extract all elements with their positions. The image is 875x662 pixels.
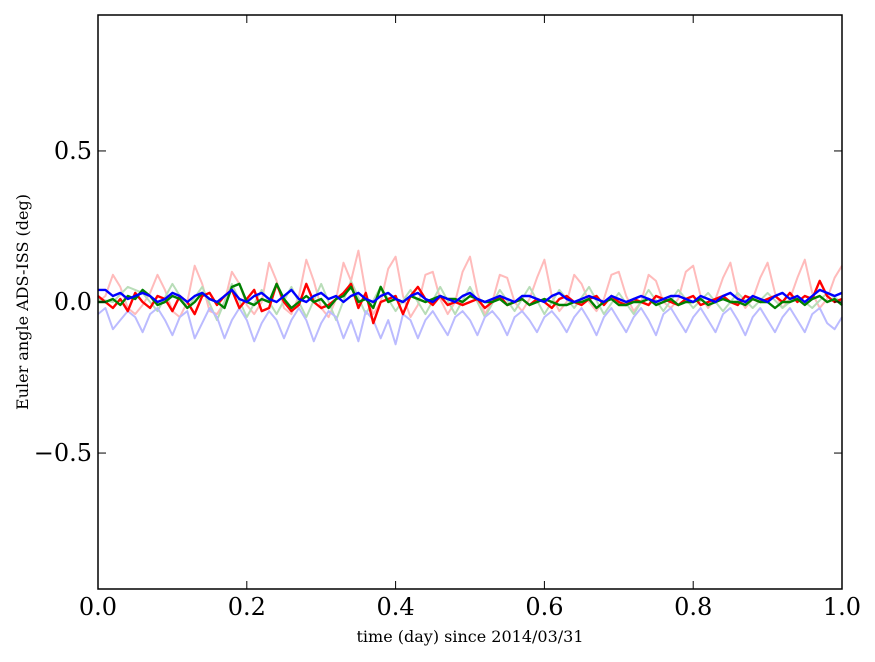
x-tick-label: 0.8: [674, 593, 712, 621]
x-tick-label: 0.0: [79, 593, 117, 621]
y-tick-label: 0.5: [54, 137, 92, 165]
series-line-2: [97, 279, 843, 322]
y-tick-label: −0.5: [34, 439, 92, 467]
y-tick-label: 0.0: [54, 288, 92, 316]
x-axis-label: time (day) since 2014/03/31: [356, 627, 583, 646]
x-tick-label: 1.0: [823, 593, 861, 621]
series-line-3: [97, 307, 843, 346]
series-line-6: [98, 288, 843, 304]
series-layer: [97, 249, 843, 346]
x-tick-label: 0.2: [228, 593, 266, 621]
x-tick-label: 0.4: [377, 593, 415, 621]
x-tick-label: 0.6: [525, 593, 563, 621]
tick-layer: 0.0 0.2 0.4 0.6 0.8 1.0 −0.5 0.0 0.5: [34, 15, 861, 621]
y-axis-label: Euler angle ADS-ISS (deg): [13, 194, 32, 410]
